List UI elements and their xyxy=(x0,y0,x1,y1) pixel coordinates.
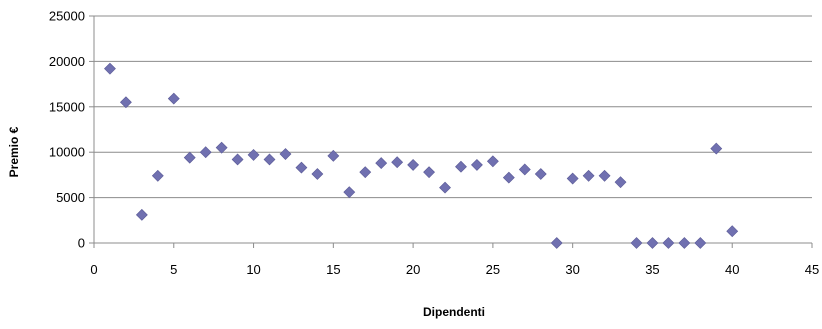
data-point-21 xyxy=(423,166,435,179)
x-tick-label: 40 xyxy=(725,262,739,277)
data-point-33 xyxy=(614,176,627,189)
axes xyxy=(89,15,813,248)
data-point-9 xyxy=(231,153,244,166)
y-axis-tick-labels: 0 5000 10000 15000 20000 25000 xyxy=(49,9,85,251)
x-tick-label: 10 xyxy=(246,262,260,277)
x-tick-label: 35 xyxy=(645,262,659,277)
data-point-26 xyxy=(502,171,515,184)
data-point-15 xyxy=(327,149,340,162)
y-tick-label: 25000 xyxy=(49,9,85,24)
data-point-31 xyxy=(582,169,595,182)
x-tick-label: 25 xyxy=(486,262,500,277)
data-point-10 xyxy=(247,148,260,161)
data-point-35 xyxy=(646,237,659,249)
data-point-22 xyxy=(439,181,451,194)
data-point-27 xyxy=(518,163,531,176)
data-point-7 xyxy=(199,146,212,159)
y-tick-label: 5000 xyxy=(56,190,85,205)
data-point-13 xyxy=(295,161,308,174)
data-point-18 xyxy=(375,157,388,170)
data-points xyxy=(104,62,739,249)
data-point-38 xyxy=(694,237,707,249)
x-tick-label: 20 xyxy=(406,262,420,277)
data-point-3 xyxy=(135,208,148,221)
y-axis-title: Premio € xyxy=(7,126,21,177)
x-tick-label: 0 xyxy=(90,262,97,277)
data-point-28 xyxy=(534,168,547,180)
gridlines xyxy=(94,15,812,199)
y-tick-label: 0 xyxy=(78,236,85,251)
x-tick-label: 45 xyxy=(805,262,819,277)
data-point-20 xyxy=(407,158,420,171)
data-point-8 xyxy=(215,141,228,154)
data-point-11 xyxy=(263,153,276,166)
y-tick-label: 10000 xyxy=(49,145,85,160)
x-tick-label: 15 xyxy=(326,262,340,277)
data-point-36 xyxy=(662,237,675,249)
y-tick-label: 20000 xyxy=(49,54,85,69)
data-point-30 xyxy=(566,172,579,185)
data-point-6 xyxy=(183,151,196,164)
x-tick-label: 5 xyxy=(170,262,177,277)
data-point-25 xyxy=(486,155,499,168)
data-point-39 xyxy=(710,142,723,155)
data-point-32 xyxy=(598,169,611,182)
data-point-19 xyxy=(391,156,404,169)
data-point-16 xyxy=(343,186,356,199)
data-point-14 xyxy=(311,168,324,180)
data-point-2 xyxy=(119,96,132,109)
x-axis-tick-labels: 0 5 10 15 20 25 30 35 40 45 xyxy=(90,262,819,277)
data-point-29 xyxy=(550,237,563,249)
data-point-5 xyxy=(167,92,180,105)
x-axis-title: Dipendenti xyxy=(423,305,485,319)
y-tick-label: 15000 xyxy=(49,99,85,114)
data-point-4 xyxy=(151,169,164,182)
data-point-17 xyxy=(359,166,372,179)
data-point-23 xyxy=(455,160,467,173)
data-point-37 xyxy=(678,237,691,249)
data-point-24 xyxy=(471,158,483,171)
x-tick-label: 30 xyxy=(565,262,579,277)
data-point-1 xyxy=(104,62,116,75)
data-point-40 xyxy=(726,225,739,238)
data-point-12 xyxy=(279,148,292,160)
data-point-34 xyxy=(630,237,643,249)
